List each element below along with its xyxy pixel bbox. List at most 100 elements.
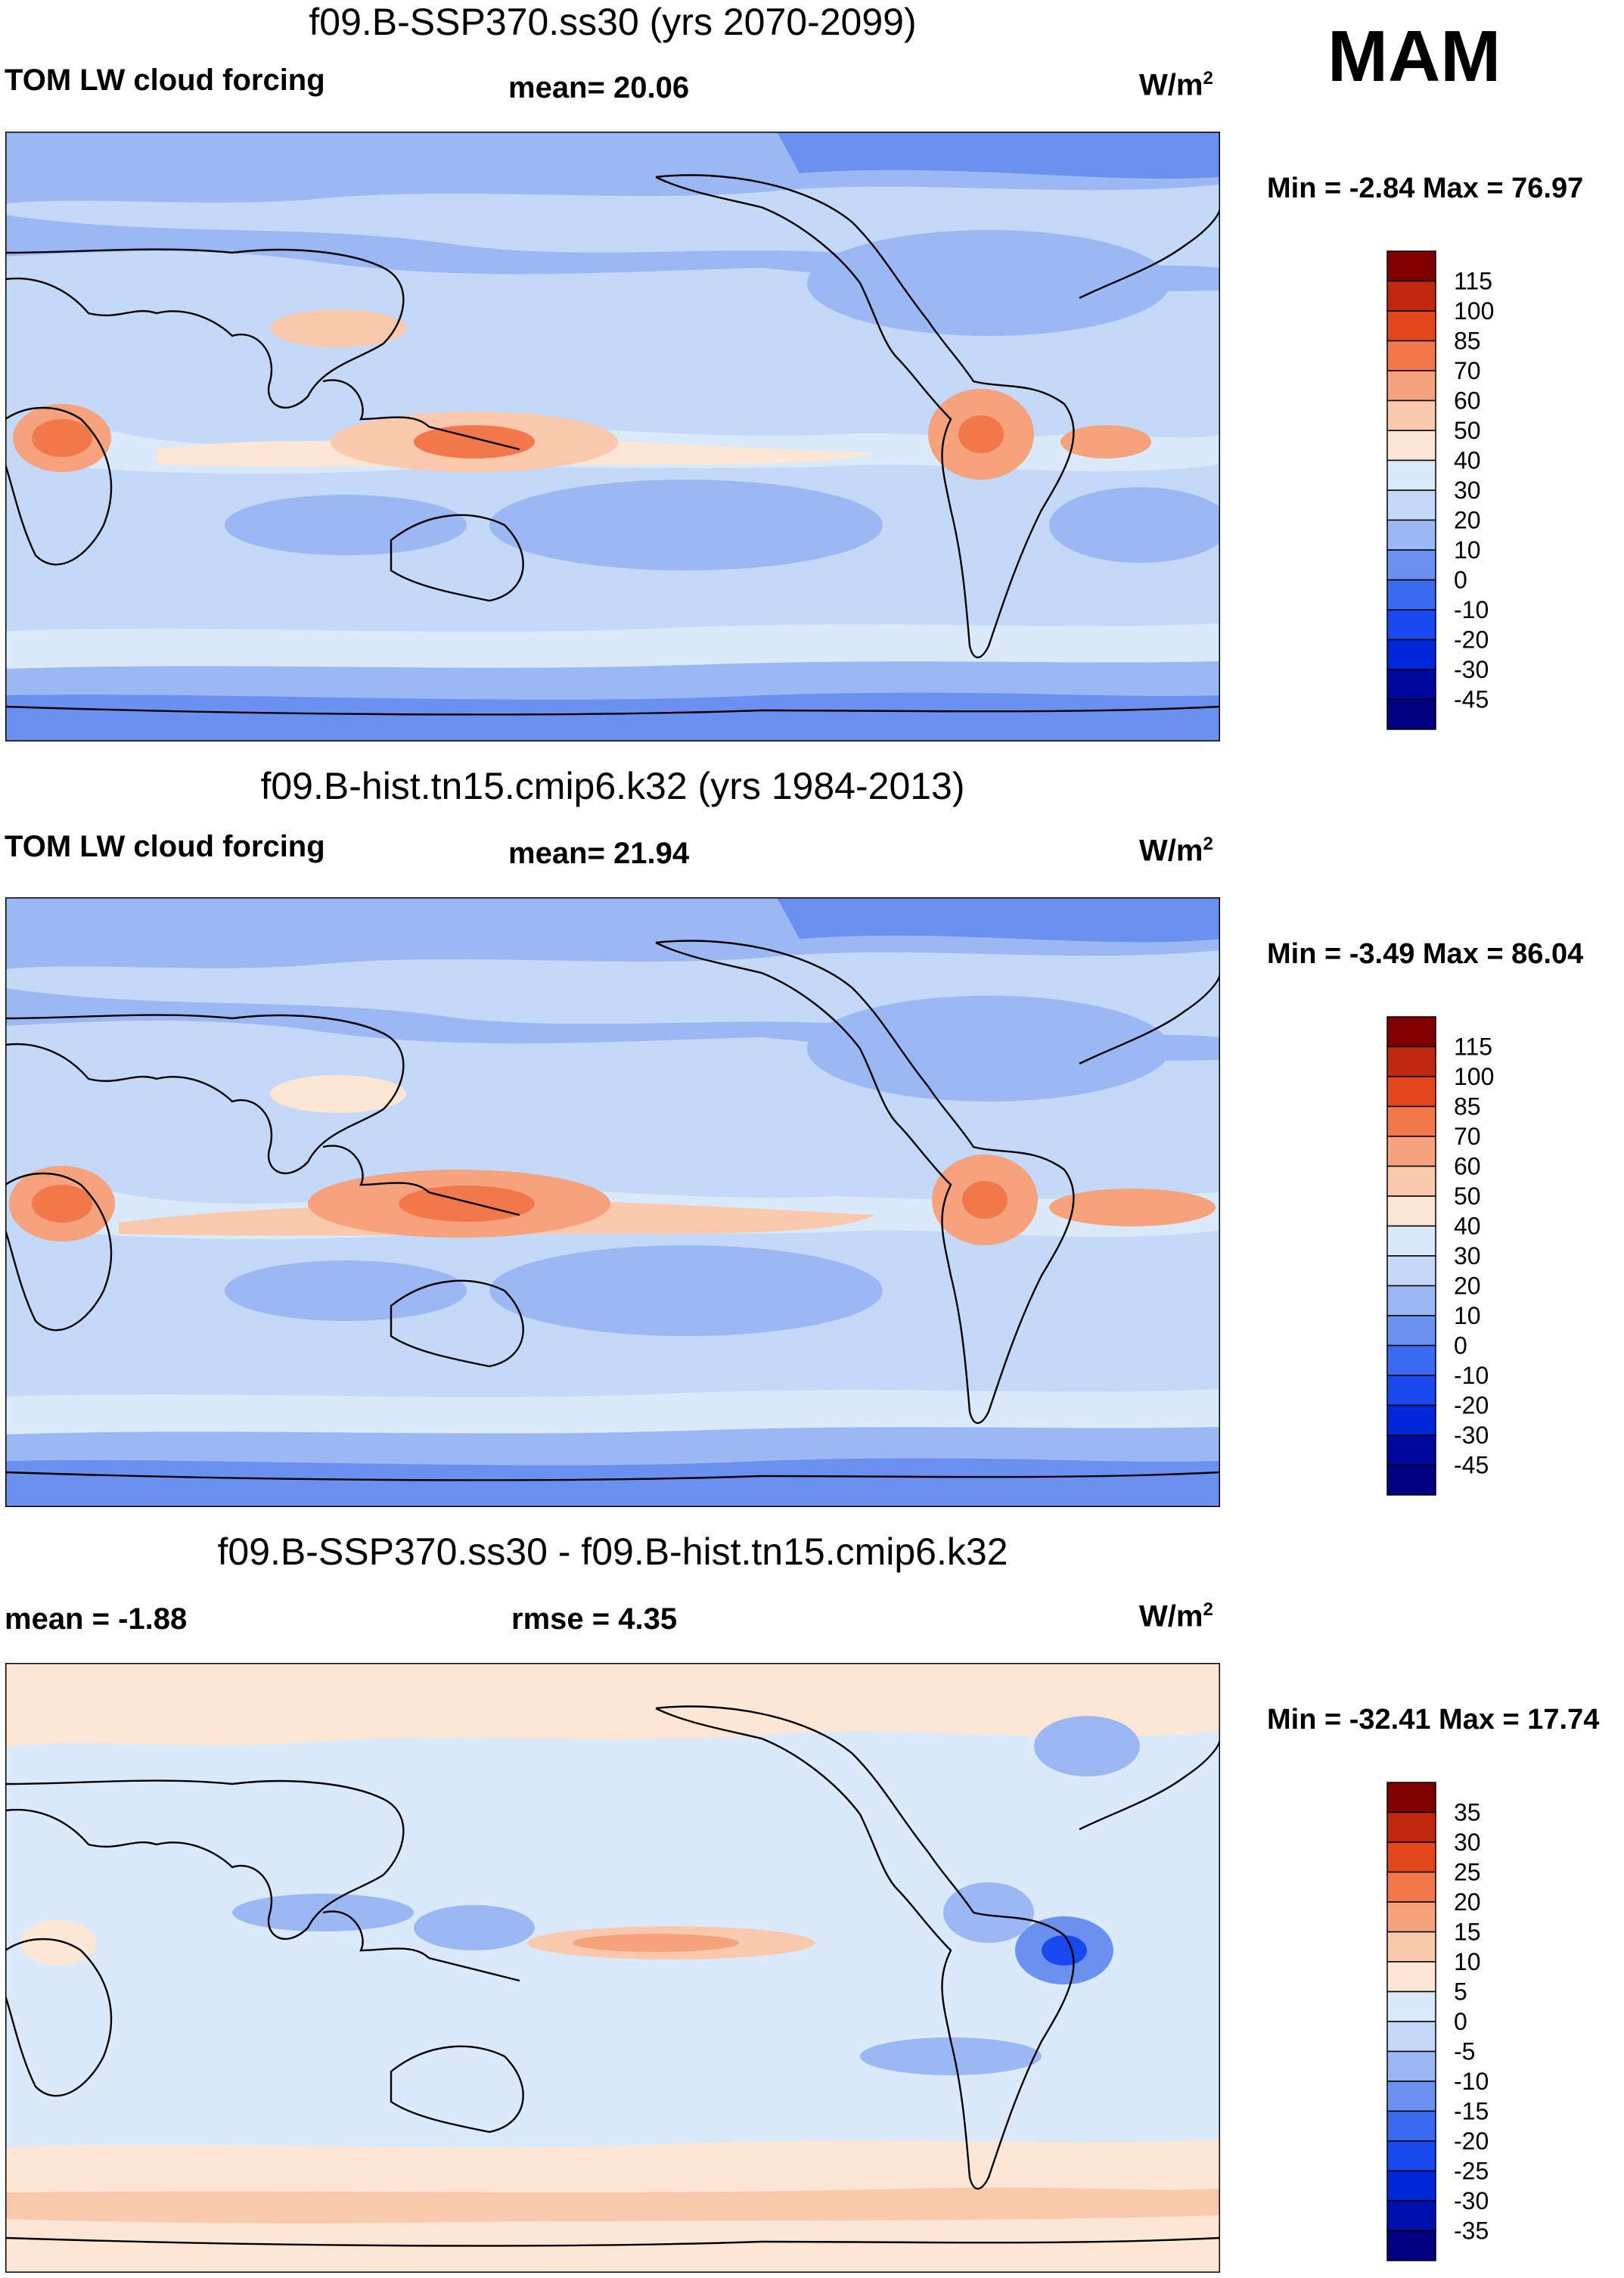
- colorbar-tick-label: 60: [1454, 1153, 1481, 1180]
- colorbar-tick-label: 20: [1454, 1888, 1481, 1916]
- panel-2-mean-label: mean= 21.94: [508, 837, 690, 870]
- colorbar-tick-label: 100: [1454, 297, 1494, 325]
- panel-2-title: f09.B-hist.tn15.cmip6.k32 (yrs 1984-2013…: [260, 765, 965, 807]
- colorbar-box: [1386, 2200, 1436, 2232]
- colorbar-tick-label: 100: [1454, 1063, 1494, 1090]
- colorbar-tick-label: 115: [1454, 268, 1492, 295]
- north-america-arctic: [777, 132, 1220, 179]
- panel-3-mean-label: mean = -1.88: [5, 1602, 188, 1636]
- colorbar-box: [1386, 2110, 1436, 2142]
- panel-2-units: W/m2: [1139, 834, 1213, 868]
- season-label: MAM: [1327, 16, 1501, 97]
- colorbar-box: [1386, 1344, 1436, 1376]
- panel-3-rmse-label: rmse = 4.35: [511, 1602, 678, 1636]
- colorbar-box: [1386, 459, 1436, 491]
- panel-1-variable-label: TOM LW cloud forcing: [5, 64, 325, 97]
- colorbar-tick-label: 85: [1454, 328, 1481, 355]
- colorbar-box: [1386, 399, 1436, 431]
- colorbar-box: [1386, 1165, 1436, 1197]
- colorbar-box: [1386, 519, 1436, 551]
- panel-3-title: f09.B-SSP370.ss30 - f09.B-hist.tn15.cmip…: [217, 1531, 1008, 1573]
- colorbar-box: [1386, 280, 1436, 312]
- colorbar-box: [1386, 250, 1436, 282]
- colorbar-box: [1386, 579, 1436, 611]
- colorbar-tick-label: 60: [1454, 387, 1481, 415]
- colorbar-tick-label: -20: [1454, 626, 1489, 654]
- colorbar-tick-label: 35: [1454, 1799, 1481, 1826]
- atlantic-itcz: [1060, 425, 1151, 458]
- colorbar-tick-label: 20: [1454, 1273, 1481, 1300]
- coastlines: [5, 174, 1220, 716]
- colorbar-box: [1386, 1434, 1436, 1466]
- panel-3-units: W/m2: [1139, 1599, 1213, 1633]
- colorbar-box: [1386, 2230, 1436, 2261]
- colorbar-tick-label: 70: [1454, 357, 1481, 384]
- colorbar-tick-label: 70: [1454, 1123, 1481, 1150]
- colorbar-box: [1386, 1016, 1436, 1048]
- colorbar-box: [1386, 2140, 1436, 2172]
- panel-1-minmax: Min = -2.84 Max = 76.97: [1267, 172, 1584, 204]
- colorbar-box: [1386, 1931, 1436, 1963]
- colorbar-box: [1386, 2170, 1436, 2202]
- colorbar-tick-label: 50: [1454, 1183, 1481, 1210]
- colorbar-box: [1386, 698, 1436, 730]
- colorbar-tick-label: -10: [1454, 596, 1489, 623]
- colorbar-box: [1386, 549, 1436, 581]
- colorbar-box: [1386, 639, 1436, 670]
- colorbar-tick-label: 30: [1454, 1829, 1481, 1856]
- colorbar-box: [1386, 1285, 1436, 1316]
- colorbar-box: [1386, 1076, 1436, 1108]
- east-asia-warm: [270, 309, 406, 347]
- colorbar-box: [1386, 489, 1436, 521]
- colorbar-box: [1386, 1901, 1436, 1933]
- colorbar-box: [1386, 430, 1436, 462]
- panel-1-units: W/m2: [1139, 68, 1213, 102]
- colorbar-box: [1386, 1046, 1436, 1077]
- colorbar-tick-label: -20: [1454, 1392, 1489, 1419]
- panel-1-title: f09.B-SSP370.ss30 (yrs 2070-2099): [309, 1, 917, 43]
- colorbar-tick-label: -5: [1454, 2038, 1475, 2065]
- colorbar-tick-label: 30: [1454, 1242, 1481, 1270]
- colorbar-tick-label: 0: [1454, 1332, 1467, 1360]
- colorbar-tick-label: 10: [1454, 536, 1481, 564]
- colorbar-tick-label: -45: [1454, 1452, 1489, 1479]
- colorbar-tick-label: -25: [1454, 2158, 1489, 2185]
- colorbar-tick-label: 0: [1454, 567, 1467, 594]
- colorbar-box: [1386, 1255, 1436, 1287]
- antarctic-band: [5, 692, 1220, 741]
- panel-2-variable-label: TOM LW cloud forcing: [5, 830, 325, 863]
- colorbar-tick-label: 30: [1454, 477, 1481, 504]
- colorbar-box: [1386, 370, 1436, 402]
- colorbar-box: [1386, 1782, 1436, 1813]
- colorbar-tick-label: 115: [1454, 1033, 1492, 1061]
- colorbar-box: [1386, 1991, 1436, 2022]
- panel-2-map: [5, 897, 1220, 1507]
- colorbar-tick-label: -30: [1454, 2187, 1489, 2214]
- colorbar-box: [1386, 1811, 1436, 1843]
- colorbar-tick-label: 5: [1454, 1978, 1467, 2006]
- colorbar-tick-label: -30: [1454, 1422, 1489, 1449]
- panel-2-minmax: Min = -3.49 Max = 86.04: [1267, 938, 1584, 970]
- colorbar-tick-label: -10: [1454, 2068, 1489, 2095]
- colorbar-tick-label: 10: [1454, 1302, 1481, 1329]
- colorbar-tick-label: -10: [1454, 1362, 1489, 1389]
- colorbar-tick-label: 50: [1454, 417, 1481, 444]
- colorbar-box: [1386, 1136, 1436, 1167]
- colorbar-box: [1386, 1464, 1436, 1496]
- colorbar-box: [1386, 2021, 1436, 2053]
- colorbar-box: [1386, 2081, 1436, 2112]
- colorbar-tick-label: 40: [1454, 1213, 1481, 1240]
- colorbar-box: [1386, 1961, 1436, 1993]
- colorbar-tick-label: 0: [1454, 2008, 1467, 2035]
- panel-1-map: [5, 132, 1220, 741]
- colorbar-tick-label: 25: [1454, 1859, 1481, 1886]
- panel-1-mean-label: mean= 20.06: [508, 71, 690, 104]
- colorbar-tick-label: -15: [1454, 2098, 1489, 2125]
- colorbar-tick-label: 10: [1454, 1948, 1481, 1975]
- panel-3-map: [5, 1663, 1220, 2273]
- colorbar-box: [1386, 1841, 1436, 1873]
- colorbar-tick-label: 15: [1454, 1919, 1481, 1946]
